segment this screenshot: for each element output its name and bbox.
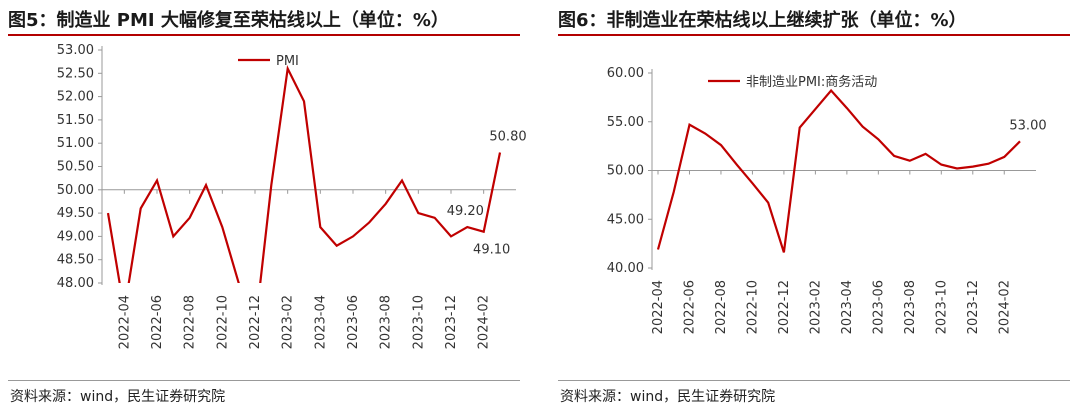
x-tick-label: 2023-08 <box>379 295 394 349</box>
y-tick-label: 50.00 <box>57 183 94 198</box>
x-tick-label: 2023-04 <box>840 280 855 334</box>
y-tick-label: 50.00 <box>607 164 644 179</box>
y-tick-label: 48.50 <box>57 253 94 268</box>
y-tick-label: 49.50 <box>57 206 94 221</box>
x-tick-label: 2023-04 <box>313 295 328 349</box>
title-divider <box>8 34 520 36</box>
x-tick-label: 2022-04 <box>117 295 132 349</box>
x-tick-label: 2022-10 <box>745 280 760 334</box>
y-tick-label: 55.00 <box>607 115 644 130</box>
y-tick-label: 52.50 <box>57 66 94 81</box>
manufacturing-pmi-chart: 48.00 48.50 49.00 49.50 50.00 50.50 51.00 51.50… <box>57 43 527 349</box>
data-label: 53.00 <box>1009 118 1046 133</box>
non-manufacturing-pmi-chart: 40.00 45.00 50.00 55.00 60.00 2022-04 2022-06 2… <box>607 66 1047 334</box>
data-label: 49.10 <box>473 243 510 258</box>
y-tick-label: 52.00 <box>57 90 94 105</box>
y-tick-label: 48.00 <box>57 276 94 291</box>
title-divider <box>558 34 1070 36</box>
series-line <box>656 88 1021 253</box>
y-tick-label: 45.00 <box>607 212 644 227</box>
y-tick-label: 51.00 <box>57 136 94 151</box>
source-divider <box>8 380 520 381</box>
x-tick-label: 2023-12 <box>966 280 981 334</box>
chart-title: 图6：非制造业在荣枯线以上继续扩张（单位：%） <box>558 10 967 31</box>
source-note: 资料来源：wind，民生证券研究院 <box>10 389 226 405</box>
y-tick-label: 50.50 <box>57 160 94 175</box>
y-tick-label: 60.00 <box>607 66 644 81</box>
x-tick-label: 2023-06 <box>346 295 361 349</box>
chart-panel-non-manufacturing: 图6：非制造业在荣枯线以上继续扩张（单位：%） 40.00 45.00 50.00 5… <box>550 0 1080 406</box>
x-tick-label: 2022-12 <box>248 295 263 349</box>
x-tick-label: 2022-06 <box>150 295 165 349</box>
legend-label: PMI <box>276 54 299 69</box>
x-tick-label: 2022-08 <box>714 280 729 334</box>
chart-panel-manufacturing: 图5：制造业 PMI 大幅修复至荣枯线以上（单位：%） 48.00 48.50 49… <box>0 0 530 406</box>
y-tick-label: 49.00 <box>57 229 94 244</box>
chart-title: 图5：制造业 PMI 大幅修复至荣枯线以上（单位：%） <box>8 10 449 31</box>
x-tick-label: 2023-02 <box>808 280 823 334</box>
x-tick-label: 2022-10 <box>215 295 230 349</box>
data-label: 49.20 <box>447 204 484 219</box>
x-tick-label: 2022-12 <box>777 280 792 334</box>
x-tick-label: 2023-08 <box>903 280 918 334</box>
x-tick-label: 2022-06 <box>682 280 697 334</box>
x-tick-label: 2023-06 <box>871 280 886 334</box>
x-tick-label: 2023-02 <box>281 295 296 349</box>
y-tick-label: 51.50 <box>57 113 94 128</box>
x-tick-label: 2022-04 <box>651 280 666 334</box>
source-note: 资料来源：wind，民生证券研究院 <box>560 389 776 405</box>
x-tick-label: 2023-12 <box>444 295 459 349</box>
data-label: 50.80 <box>489 130 526 145</box>
x-tick-label: 2023-10 <box>411 295 426 349</box>
x-tick-label: 2023-10 <box>934 280 949 334</box>
x-tick-label: 2024-02 <box>997 280 1012 334</box>
source-divider <box>558 380 1070 381</box>
series-line <box>106 64 502 283</box>
legend-label: 非制造业PMI:商务活动 <box>746 74 877 90</box>
y-tick-label: 53.00 <box>57 43 94 58</box>
x-tick-label: 2022-08 <box>183 295 198 349</box>
x-tick-label: 2024-02 <box>477 295 492 349</box>
y-tick-label: 40.00 <box>607 261 644 276</box>
